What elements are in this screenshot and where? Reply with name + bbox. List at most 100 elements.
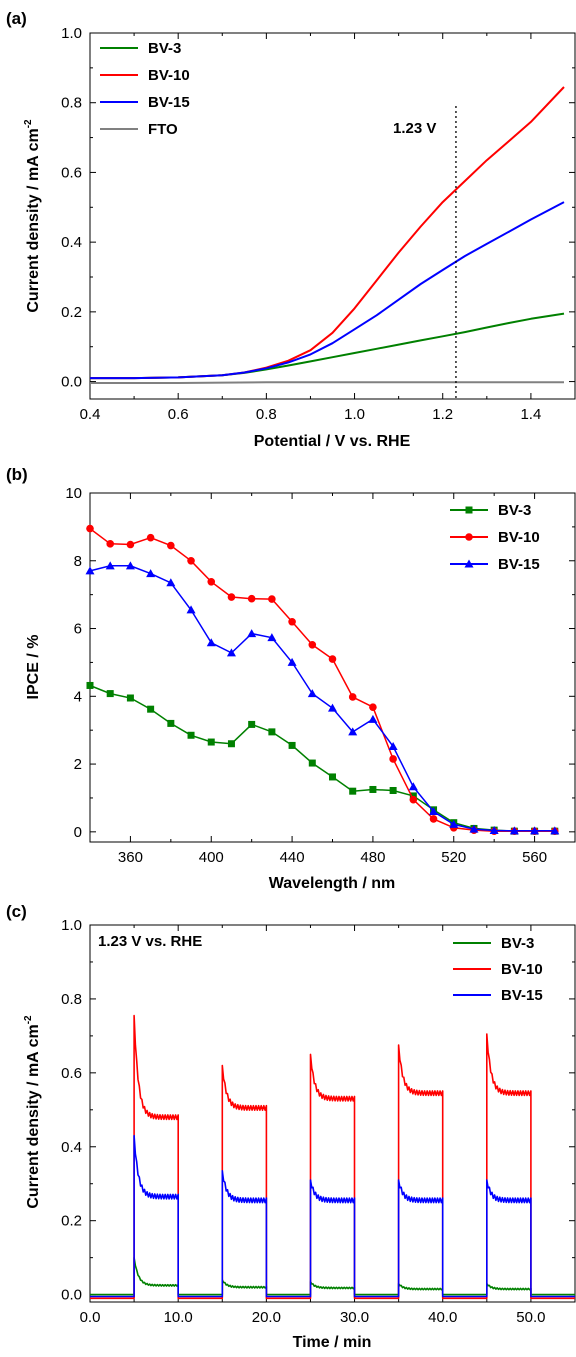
y-tick-label: 0.8 bbox=[61, 991, 82, 1008]
y-tick-label: 2 bbox=[74, 756, 82, 773]
x-tick-label: 40.0 bbox=[428, 1309, 457, 1326]
legend-marker-bv-15 bbox=[464, 559, 474, 568]
legend-label-bv-15: BV-15 bbox=[498, 556, 540, 573]
x-tick-label: 50.0 bbox=[516, 1309, 545, 1326]
x-tick-label: 400 bbox=[199, 849, 224, 866]
data-point-bv-3 bbox=[207, 738, 215, 746]
legend-label-fto: FTO bbox=[148, 121, 178, 138]
y-tick-label: 0 bbox=[74, 824, 82, 841]
data-point-bv-15 bbox=[105, 561, 115, 570]
panel-a-label: (a) bbox=[6, 9, 27, 28]
data-point-bv-3 bbox=[167, 719, 175, 727]
data-point-bv-3 bbox=[288, 741, 296, 749]
y-tick-label: 6 bbox=[74, 621, 82, 638]
data-point-bv-10 bbox=[429, 815, 438, 823]
data-point-bv-15 bbox=[368, 714, 378, 723]
data-point-bv-15 bbox=[550, 826, 560, 835]
data-point-bv-15 bbox=[186, 605, 196, 614]
y-tick-label: 0.0 bbox=[61, 374, 82, 391]
series-line-bv-3 bbox=[90, 1256, 575, 1296]
data-point-bv-15 bbox=[206, 638, 216, 647]
data-point-bv-15 bbox=[469, 824, 479, 833]
data-point-bv-10 bbox=[348, 693, 357, 701]
data-point-bv-15 bbox=[247, 629, 257, 638]
data-point-bv-3 bbox=[106, 690, 114, 698]
legend-label-bv-3: BV-3 bbox=[501, 935, 534, 952]
data-point-bv-3 bbox=[126, 694, 134, 702]
y-tick-label: 0.4 bbox=[61, 234, 82, 251]
y-tick-label: 0.4 bbox=[61, 1139, 82, 1156]
data-point-bv-3 bbox=[308, 759, 316, 767]
data-point-bv-10 bbox=[409, 795, 418, 804]
data-point-bv-15 bbox=[287, 657, 297, 666]
x-tick-label: 480 bbox=[360, 849, 385, 866]
series-line-bv-15 bbox=[90, 201, 565, 380]
x-tick-label: 1.0 bbox=[344, 406, 365, 423]
data-point-bv-3 bbox=[268, 728, 276, 736]
data-point-bv-10 bbox=[369, 703, 377, 711]
data-point-bv-10 bbox=[207, 577, 216, 586]
panel-c: (c) 0.0 10.0 20.0 30.0 40.0 50.0 0.0 0.2 0.4 0.6… bbox=[6, 902, 576, 1351]
series-line-bv-10 bbox=[89, 528, 555, 832]
legend-label-bv-15: BV-15 bbox=[501, 987, 543, 1004]
data-point-bv-10 bbox=[288, 617, 296, 626]
data-point-bv-10 bbox=[328, 655, 337, 663]
panel-a-annotation: 1.23 V bbox=[393, 120, 436, 137]
y-tick-label: 0.2 bbox=[61, 1213, 82, 1230]
panel-c-ticks bbox=[89, 924, 576, 1302]
series-line-bv-15 bbox=[89, 565, 555, 832]
panel-b-series bbox=[85, 524, 560, 835]
x-tick-label: 520 bbox=[441, 849, 466, 866]
data-point-bv-10 bbox=[146, 533, 155, 542]
panel-a-y-axis-title: Current density / mA cm-2 bbox=[23, 119, 42, 313]
data-point-bv-15 bbox=[146, 569, 156, 578]
data-point-bv-15 bbox=[489, 825, 499, 834]
legend-label-bv-10: BV-10 bbox=[501, 961, 543, 978]
y-tick-label: 4 bbox=[74, 688, 82, 705]
data-point-bv-10 bbox=[268, 595, 276, 603]
y-tick-label: 0.2 bbox=[61, 304, 82, 321]
panel-b-ticks bbox=[89, 492, 576, 842]
panel-c-x-tick-labels: 0.0 10.0 20.0 30.0 40.0 50.0 bbox=[80, 1309, 546, 1326]
series-line-fto bbox=[90, 381, 564, 384]
panel-a-x-axis-title: Potential / V vs. RHE bbox=[254, 433, 411, 450]
data-point-bv-3 bbox=[187, 731, 195, 739]
data-point-bv-3 bbox=[227, 740, 235, 748]
x-tick-label: 0.6 bbox=[168, 406, 189, 423]
panel-c-x-axis-title: Time / min bbox=[293, 1334, 372, 1351]
data-point-bv-15 bbox=[85, 566, 95, 575]
panel-c-series bbox=[90, 1014, 575, 1300]
data-point-bv-3 bbox=[86, 681, 94, 689]
panel-a-y-tick-labels: 0.0 0.2 0.4 0.6 0.8 1.0 bbox=[61, 25, 82, 391]
y-tick-label: 8 bbox=[74, 553, 82, 570]
panel-c-label: (c) bbox=[6, 902, 27, 921]
data-point-bv-15 bbox=[226, 648, 236, 657]
y-tick-label: 0.8 bbox=[61, 95, 82, 112]
data-point-bv-15 bbox=[328, 703, 337, 712]
data-point-bv-10 bbox=[126, 540, 135, 549]
data-point-bv-15 bbox=[449, 819, 459, 828]
data-point-bv-10 bbox=[167, 541, 175, 550]
y-tick-label: 0.0 bbox=[61, 1287, 82, 1304]
data-point-bv-10 bbox=[86, 524, 94, 533]
legend-marker-bv-10 bbox=[465, 533, 473, 541]
panel-b-legend: BV-3 BV-10 BV-15 bbox=[450, 502, 540, 573]
data-point-bv-15 bbox=[429, 807, 439, 816]
series-line-bv-15 bbox=[90, 1134, 575, 1298]
panel-b-x-axis-title: Wavelength / nm bbox=[269, 875, 396, 892]
x-tick-label: 20.0 bbox=[252, 1309, 281, 1326]
data-point-bv-10 bbox=[227, 593, 236, 601]
y-tick-label: 0.6 bbox=[61, 1065, 82, 1082]
legend-marker-bv-3 bbox=[465, 506, 473, 514]
data-point-bv-3 bbox=[389, 786, 397, 794]
data-point-bv-15 bbox=[166, 578, 176, 587]
panel-b-label: (b) bbox=[6, 465, 28, 484]
x-tick-label: 560 bbox=[522, 849, 547, 866]
data-point-bv-15 bbox=[125, 561, 135, 570]
x-tick-label: 10.0 bbox=[164, 1309, 193, 1326]
panel-b: (b) 360 400 440 480 520 560 0 2 4 6 8 10 BV-3 BV-10… bbox=[6, 465, 576, 892]
x-tick-label: 360 bbox=[118, 849, 143, 866]
panel-a-x-tick-labels: 0.4 0.6 0.8 1.0 1.2 1.4 bbox=[80, 406, 542, 423]
panel-a-series bbox=[90, 86, 565, 384]
